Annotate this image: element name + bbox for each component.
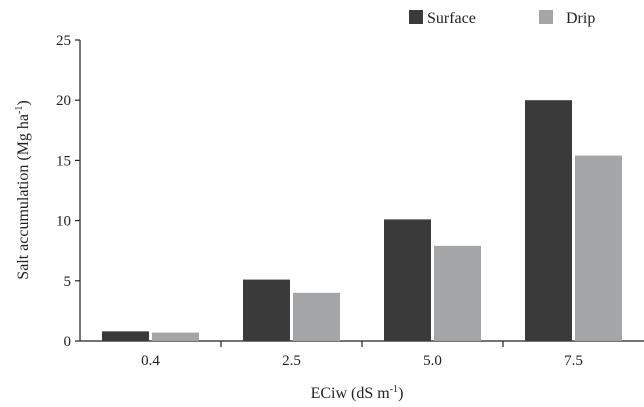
legend-label-drip: Drip bbox=[566, 10, 595, 27]
bar-drip-0.4 bbox=[152, 332, 199, 341]
bar-surface-2.5 bbox=[243, 279, 290, 341]
bar-drip-7.5 bbox=[575, 155, 622, 341]
y-tick-label: 15 bbox=[56, 153, 71, 169]
y-axis-title: Salt accumulation (Mg ha-1) bbox=[14, 100, 32, 279]
y-axis: 0 5 10 15 20 25 bbox=[56, 33, 80, 350]
x-tick-label: 2.5 bbox=[282, 353, 301, 369]
x-axis: 0.4 2.5 5.0 7.5 bbox=[141, 341, 583, 369]
y-tick-label: 0 bbox=[64, 334, 72, 350]
x-tick-label: 0.4 bbox=[141, 353, 160, 369]
legend-label-surface: Surface bbox=[427, 10, 476, 27]
bar-surface-5.0 bbox=[384, 219, 431, 341]
legend-swatch-drip bbox=[539, 10, 553, 24]
y-tick-label: 20 bbox=[56, 93, 71, 109]
bar-surface-0.4 bbox=[102, 331, 149, 341]
y-tick-label: 10 bbox=[56, 214, 71, 230]
bars bbox=[102, 100, 622, 341]
y-tick-label: 5 bbox=[64, 274, 72, 290]
bar-drip-2.5 bbox=[293, 292, 340, 341]
bar-drip-5.0 bbox=[434, 245, 481, 341]
y-tick-label: 25 bbox=[56, 33, 71, 49]
bar-surface-7.5 bbox=[525, 100, 572, 341]
x-tick-label: 7.5 bbox=[564, 353, 583, 369]
x-tick-label: 5.0 bbox=[423, 353, 442, 369]
legend-swatch-surface bbox=[409, 10, 423, 24]
x-axis-title: ECiw (dS m-1) bbox=[311, 384, 404, 402]
legend: Surface Drip bbox=[409, 10, 595, 27]
